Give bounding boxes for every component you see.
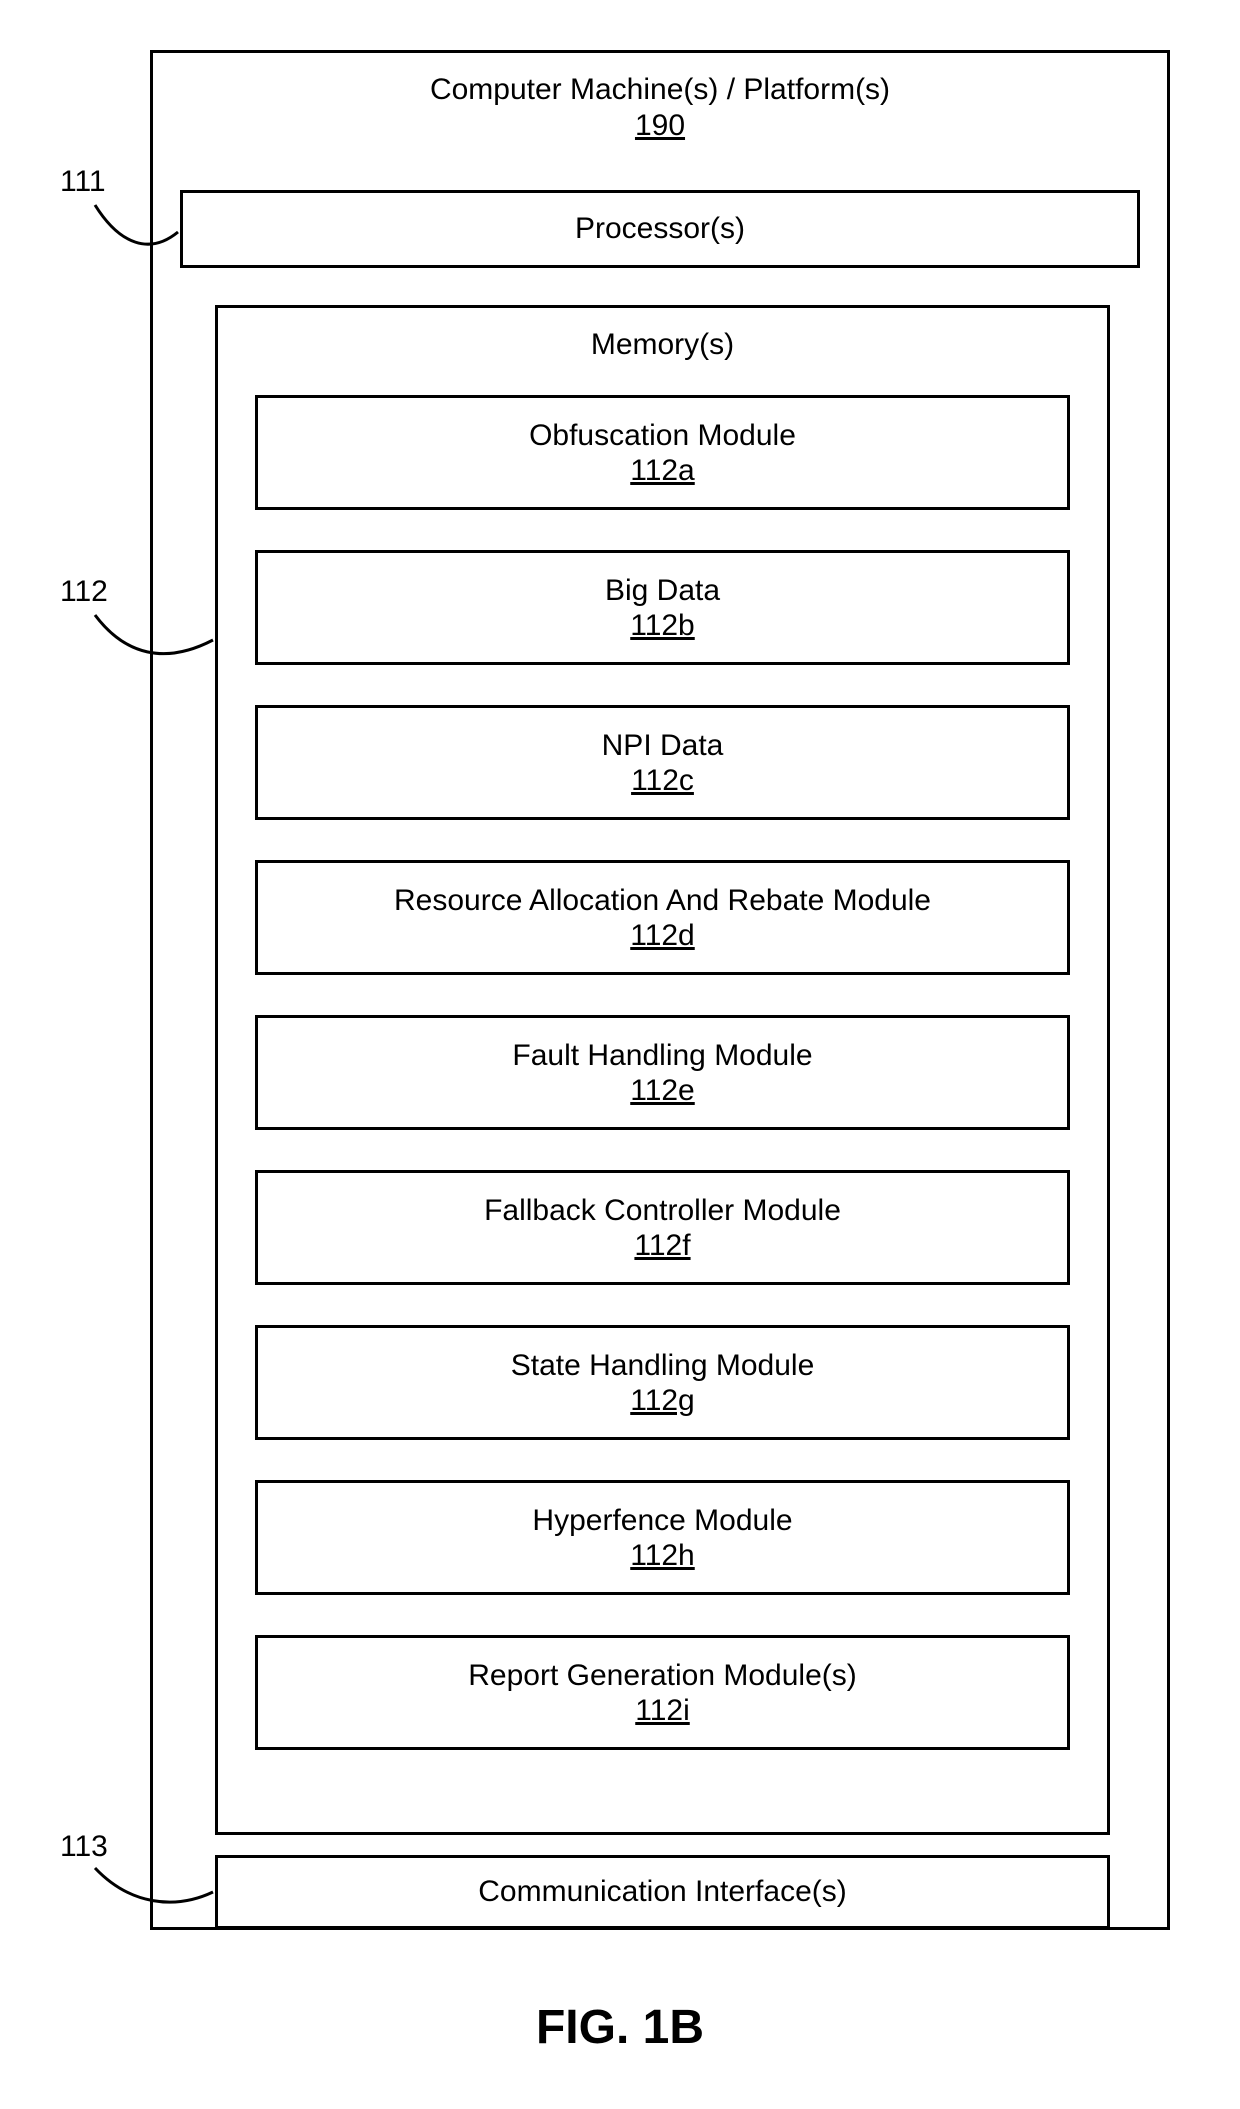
module-label: State Handling Module [511,1347,815,1385]
memory-module: Fault Handling Module112e [255,1015,1070,1130]
module-label: Fault Handling Module [512,1037,812,1075]
module-ref: 112c [631,764,694,798]
module-ref: 112g [630,1384,695,1418]
module-ref: 112b [630,609,695,643]
comm-interface-label: Communication Interface(s) [478,1875,846,1909]
module-ref: 112e [630,1074,695,1108]
module-label: Report Generation Module(s) [468,1657,857,1695]
outer-title: Computer Machine(s) / Platform(s) [153,53,1167,109]
module-label: NPI Data [602,727,724,765]
module-ref: 112h [630,1539,695,1573]
module-label: Big Data [605,572,720,610]
module-label: Fallback Controller Module [484,1192,841,1230]
memory-module: Hyperfence Module112h [255,1480,1070,1595]
module-label: Resource Allocation And Rebate Module [394,882,931,920]
memory-module: NPI Data112c [255,705,1070,820]
memory-title: Memory(s) [218,308,1107,362]
callout-ref: 112 [60,575,108,609]
memory-module: Big Data112b [255,550,1070,665]
processor-box: Processor(s) [180,190,1140,268]
processor-label: Processor(s) [575,212,745,246]
module-ref: 112f [634,1229,690,1263]
memory-module: Fallback Controller Module112f [255,1170,1070,1285]
memory-module: State Handling Module112g [255,1325,1070,1440]
callout-ref: 113 [60,1830,108,1864]
module-ref: 112d [630,919,695,953]
memory-module: Resource Allocation And Rebate Module112… [255,860,1070,975]
memory-module: Obfuscation Module112a [255,395,1070,510]
callout-ref: 111 [60,165,106,199]
module-ref: 112i [635,1694,690,1728]
comm-interface-box: Communication Interface(s) [215,1855,1110,1929]
module-ref: 112a [630,454,695,488]
module-label: Obfuscation Module [529,417,796,455]
outer-ref: 190 [153,109,1167,143]
memory-module: Report Generation Module(s)112i [255,1635,1070,1750]
figure-caption: FIG. 1B [0,2000,1240,2055]
module-label: Hyperfence Module [532,1502,792,1540]
diagram-canvas: Computer Machine(s) / Platform(s)190 Proc… [0,0,1240,2109]
